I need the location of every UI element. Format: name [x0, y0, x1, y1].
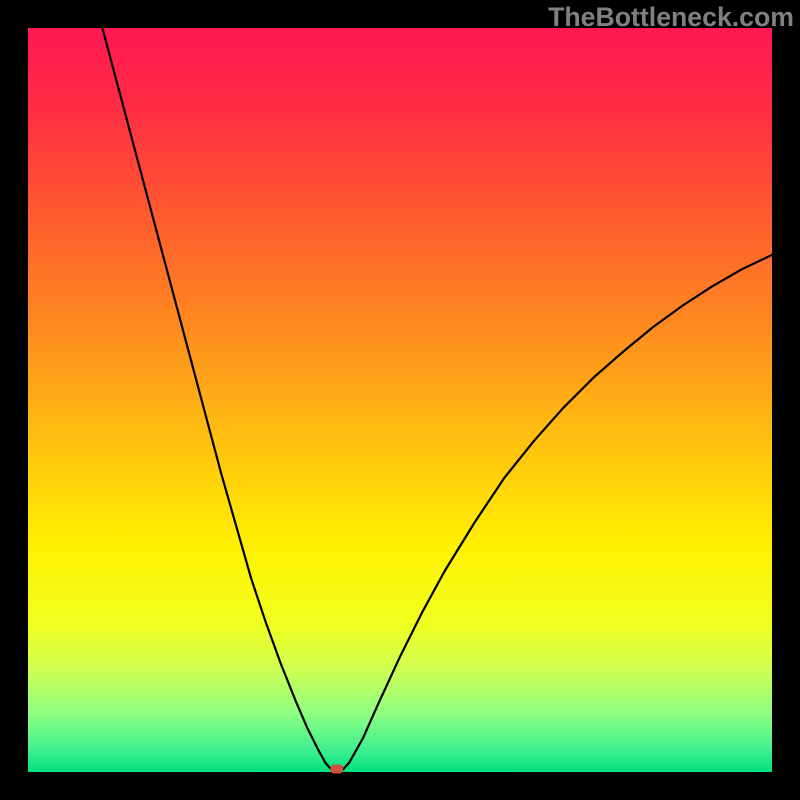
optimum-marker [330, 765, 343, 774]
plot-svg [28, 28, 772, 772]
gradient-background [28, 28, 772, 772]
plot-area [28, 28, 772, 772]
chart-canvas: TheBottleneck.com [0, 0, 800, 800]
watermark-text: TheBottleneck.com [548, 2, 794, 33]
